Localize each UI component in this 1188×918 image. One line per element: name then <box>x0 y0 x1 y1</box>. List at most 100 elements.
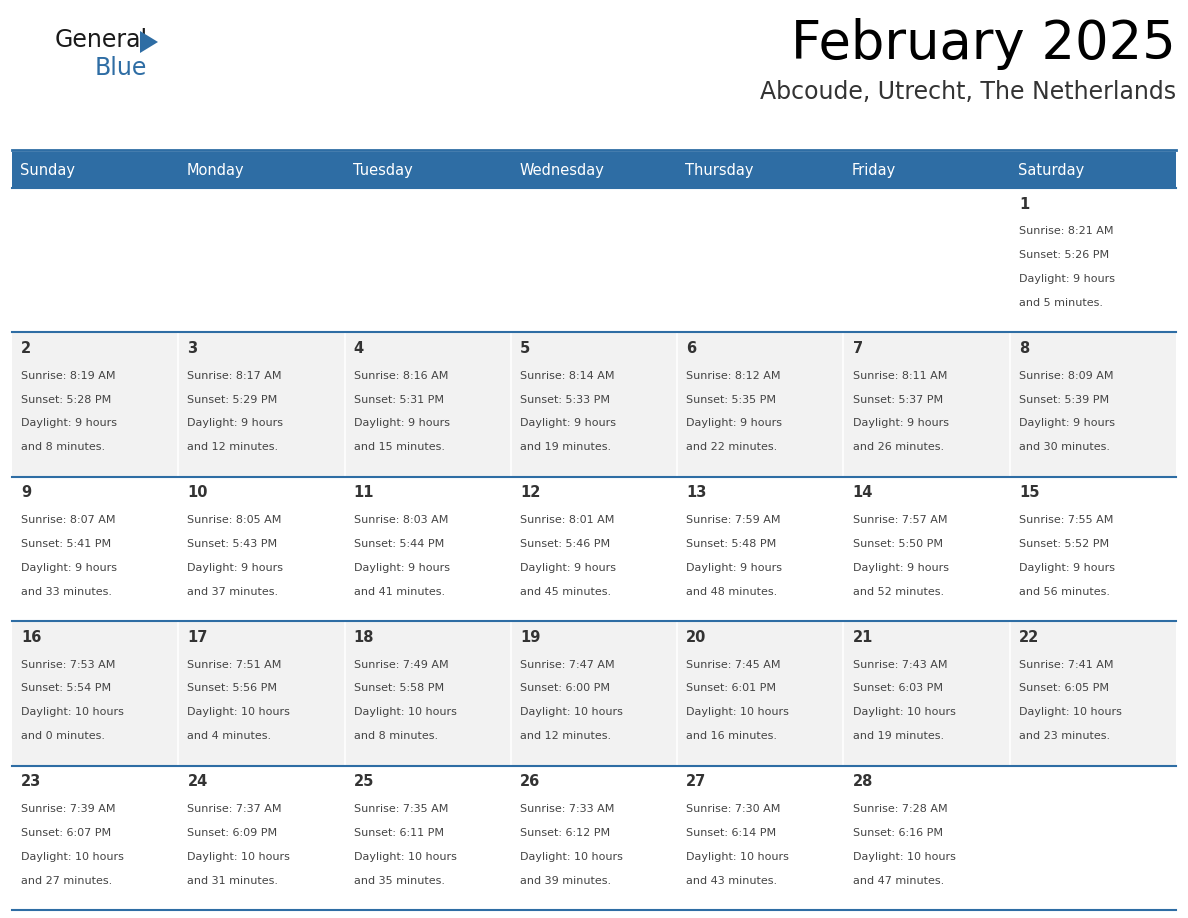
Bar <box>843 152 1010 188</box>
Text: and 12 minutes.: and 12 minutes. <box>188 442 278 453</box>
Text: Daylight: 10 hours: Daylight: 10 hours <box>687 707 789 717</box>
Text: Daylight: 9 hours: Daylight: 9 hours <box>687 563 782 573</box>
Bar <box>1010 332 1176 476</box>
Text: Sunset: 6:16 PM: Sunset: 6:16 PM <box>853 828 942 838</box>
Text: 4: 4 <box>354 341 364 356</box>
Text: 20: 20 <box>687 630 707 644</box>
Text: and 23 minutes.: and 23 minutes. <box>1019 731 1110 741</box>
Text: Sunrise: 7:30 AM: Sunrise: 7:30 AM <box>687 804 781 814</box>
Text: 27: 27 <box>687 774 707 789</box>
Text: Sunset: 5:54 PM: Sunset: 5:54 PM <box>21 684 112 693</box>
Text: and 22 minutes.: and 22 minutes. <box>687 442 777 453</box>
Text: Daylight: 9 hours: Daylight: 9 hours <box>853 563 948 573</box>
Text: 8: 8 <box>1019 341 1029 356</box>
Text: Daylight: 10 hours: Daylight: 10 hours <box>354 852 456 862</box>
Text: Sunset: 5:31 PM: Sunset: 5:31 PM <box>354 395 443 405</box>
Text: and 12 minutes.: and 12 minutes. <box>520 731 611 741</box>
Text: 26: 26 <box>520 774 541 789</box>
Text: Sunset: 5:58 PM: Sunset: 5:58 PM <box>354 684 444 693</box>
Text: Sunset: 5:44 PM: Sunset: 5:44 PM <box>354 539 444 549</box>
Bar <box>345 476 511 621</box>
Bar <box>345 766 511 910</box>
Text: Sunrise: 8:16 AM: Sunrise: 8:16 AM <box>354 371 448 381</box>
Text: Daylight: 9 hours: Daylight: 9 hours <box>188 419 284 429</box>
Text: Sunrise: 8:17 AM: Sunrise: 8:17 AM <box>188 371 282 381</box>
Bar <box>1010 476 1176 621</box>
Bar <box>178 621 345 766</box>
Text: Sunset: 6:07 PM: Sunset: 6:07 PM <box>21 828 112 838</box>
Text: Sunrise: 7:39 AM: Sunrise: 7:39 AM <box>21 804 115 814</box>
Text: 22: 22 <box>1019 630 1040 644</box>
Bar <box>677 476 843 621</box>
Text: 7: 7 <box>853 341 862 356</box>
Text: Sunset: 5:48 PM: Sunset: 5:48 PM <box>687 539 777 549</box>
Text: Blue: Blue <box>95 56 147 80</box>
Text: Sunset: 5:56 PM: Sunset: 5:56 PM <box>188 684 278 693</box>
Text: Daylight: 9 hours: Daylight: 9 hours <box>1019 274 1114 284</box>
Text: Sunrise: 8:09 AM: Sunrise: 8:09 AM <box>1019 371 1113 381</box>
Bar <box>511 188 677 332</box>
Bar <box>843 766 1010 910</box>
Text: Sunset: 6:01 PM: Sunset: 6:01 PM <box>687 684 776 693</box>
Text: General: General <box>55 28 148 52</box>
Text: Sunrise: 8:12 AM: Sunrise: 8:12 AM <box>687 371 781 381</box>
Text: and 8 minutes.: and 8 minutes. <box>21 442 106 453</box>
Text: Sunset: 5:50 PM: Sunset: 5:50 PM <box>853 539 942 549</box>
Text: Sunset: 5:28 PM: Sunset: 5:28 PM <box>21 395 112 405</box>
Text: Daylight: 10 hours: Daylight: 10 hours <box>1019 707 1121 717</box>
Text: and 56 minutes.: and 56 minutes. <box>1019 587 1110 597</box>
Text: Daylight: 9 hours: Daylight: 9 hours <box>21 419 118 429</box>
Text: Monday: Monday <box>187 162 245 177</box>
Text: Sunday: Sunday <box>20 162 75 177</box>
Bar <box>1010 621 1176 766</box>
Text: Sunrise: 7:59 AM: Sunrise: 7:59 AM <box>687 515 781 525</box>
Bar <box>12 766 178 910</box>
Bar <box>12 476 178 621</box>
Text: Sunrise: 8:07 AM: Sunrise: 8:07 AM <box>21 515 115 525</box>
Text: 18: 18 <box>354 630 374 644</box>
Text: and 16 minutes.: and 16 minutes. <box>687 731 777 741</box>
Text: Sunrise: 7:43 AM: Sunrise: 7:43 AM <box>853 660 947 669</box>
Bar <box>12 332 178 476</box>
Text: and 52 minutes.: and 52 minutes. <box>853 587 943 597</box>
Text: Sunrise: 8:11 AM: Sunrise: 8:11 AM <box>853 371 947 381</box>
Text: Abcoude, Utrecht, The Netherlands: Abcoude, Utrecht, The Netherlands <box>760 80 1176 104</box>
Text: Sunrise: 8:05 AM: Sunrise: 8:05 AM <box>188 515 282 525</box>
Bar <box>511 476 677 621</box>
Text: 1: 1 <box>1019 196 1029 212</box>
Text: Sunset: 5:46 PM: Sunset: 5:46 PM <box>520 539 611 549</box>
Text: and 8 minutes.: and 8 minutes. <box>354 731 438 741</box>
Bar <box>178 188 345 332</box>
Text: 17: 17 <box>188 630 208 644</box>
Text: Sunset: 5:37 PM: Sunset: 5:37 PM <box>853 395 943 405</box>
Bar <box>12 188 178 332</box>
Bar <box>511 766 677 910</box>
Text: Sunrise: 7:45 AM: Sunrise: 7:45 AM <box>687 660 781 669</box>
Text: Sunset: 5:29 PM: Sunset: 5:29 PM <box>188 395 278 405</box>
Bar <box>12 152 178 188</box>
Text: Friday: Friday <box>852 162 896 177</box>
Bar <box>1010 188 1176 332</box>
Text: Daylight: 10 hours: Daylight: 10 hours <box>687 852 789 862</box>
Text: 25: 25 <box>354 774 374 789</box>
Text: Tuesday: Tuesday <box>353 162 412 177</box>
Text: Saturday: Saturday <box>1018 162 1085 177</box>
Bar <box>511 621 677 766</box>
Text: Sunset: 5:39 PM: Sunset: 5:39 PM <box>1019 395 1108 405</box>
Text: 19: 19 <box>520 630 541 644</box>
Text: February 2025: February 2025 <box>791 18 1176 70</box>
Text: Sunrise: 7:41 AM: Sunrise: 7:41 AM <box>1019 660 1113 669</box>
Bar <box>677 188 843 332</box>
Bar <box>1010 152 1176 188</box>
Text: Daylight: 10 hours: Daylight: 10 hours <box>188 707 290 717</box>
Text: 23: 23 <box>21 774 42 789</box>
Text: Daylight: 9 hours: Daylight: 9 hours <box>1019 563 1114 573</box>
Bar <box>178 152 345 188</box>
Text: Daylight: 9 hours: Daylight: 9 hours <box>853 419 948 429</box>
Text: and 39 minutes.: and 39 minutes. <box>520 876 611 886</box>
Text: Sunrise: 7:37 AM: Sunrise: 7:37 AM <box>188 804 282 814</box>
Text: 24: 24 <box>188 774 208 789</box>
Text: and 4 minutes.: and 4 minutes. <box>188 731 272 741</box>
Bar <box>178 476 345 621</box>
Text: Thursday: Thursday <box>685 162 754 177</box>
